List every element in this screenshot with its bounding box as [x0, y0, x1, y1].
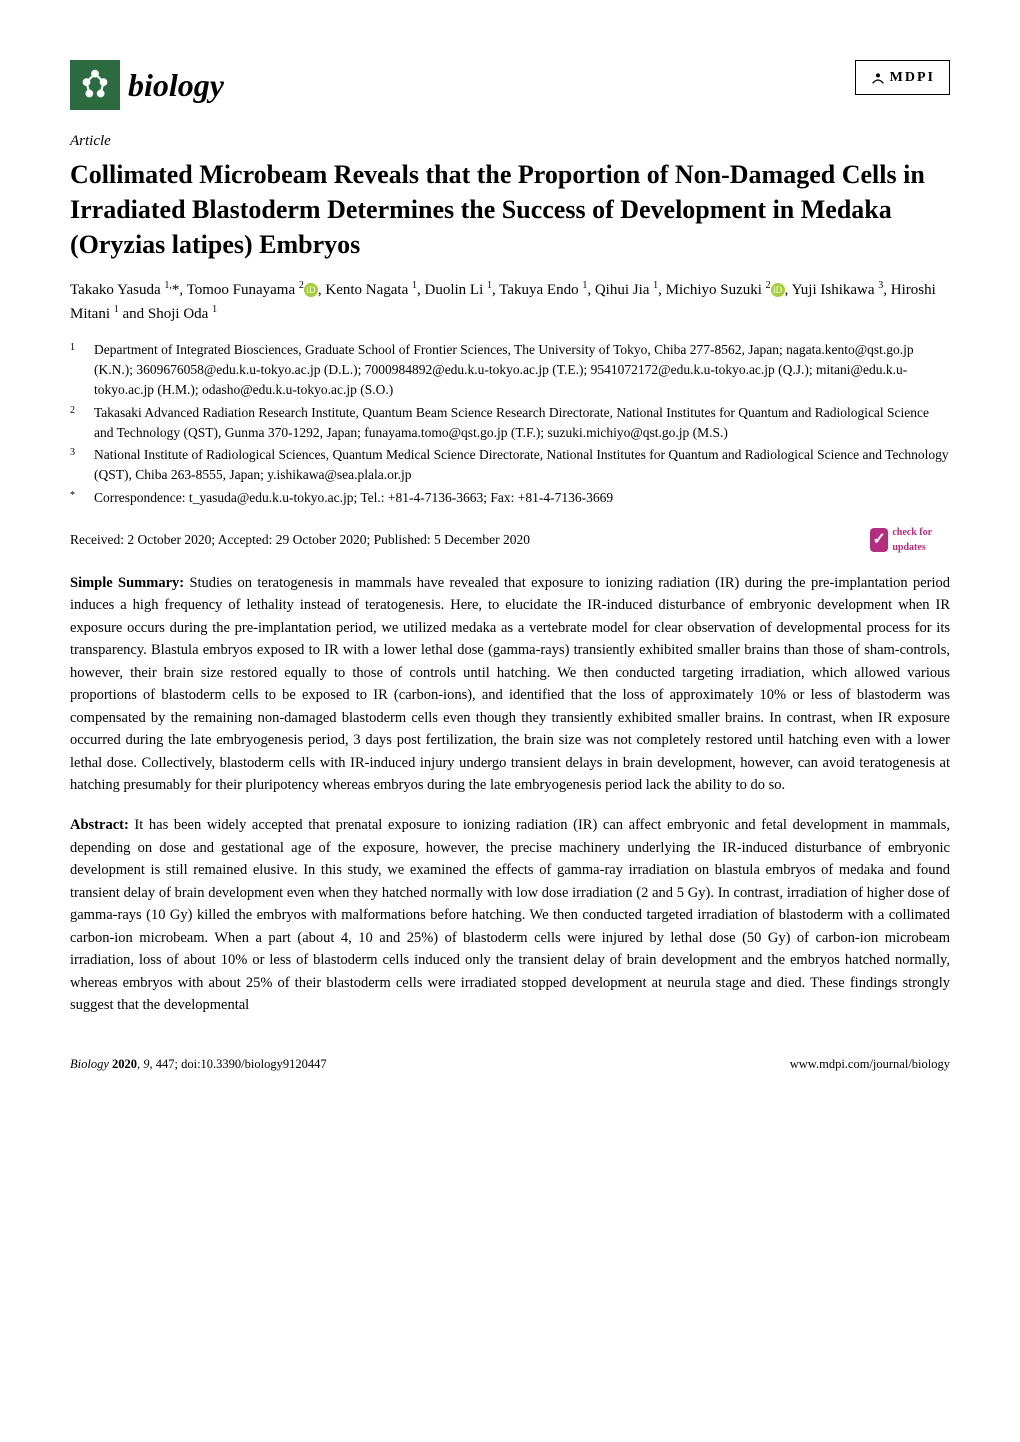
dates-row: Received: 2 October 2020; Accepted: 29 O…: [70, 524, 950, 556]
header-row: biology MDPI: [70, 60, 950, 110]
simple-summary-text: Studies on teratogenesis in mammals have…: [70, 575, 950, 793]
affiliation-item: 3National Institute of Radiological Scie…: [70, 445, 950, 486]
journal-logo: biology: [70, 60, 224, 110]
affiliation-text: Takasaki Advanced Radiation Research Ins…: [94, 403, 950, 444]
affiliation-item: 1Department of Integrated Biosciences, G…: [70, 340, 950, 401]
affiliation-item: 2Takasaki Advanced Radiation Research In…: [70, 403, 950, 444]
affiliation-item: * Correspondence: t_yasuda@edu.k.u-tokyo.…: [70, 488, 950, 508]
footer-citation: Biology 2020, 9, 447; doi:10.3390/biolog…: [70, 1055, 327, 1074]
check-updates-label: check for updates: [892, 525, 950, 555]
abstract-text: It has been widely accepted that prenata…: [70, 817, 950, 1013]
article-type-label: Article: [70, 130, 950, 153]
affiliation-marker: 3: [70, 445, 84, 486]
affiliation-text: Department of Integrated Biosciences, Gr…: [94, 340, 950, 401]
abstract-block: Abstract: It has been widely accepted th…: [70, 814, 950, 1016]
article-dates: Received: 2 October 2020; Accepted: 29 O…: [70, 530, 530, 550]
affiliation-text: National Institute of Radiological Scien…: [94, 445, 950, 486]
affiliation-marker: 1: [70, 340, 84, 401]
check-updates-badge[interactable]: ✓ check for updates: [870, 524, 950, 556]
page-footer: Biology 2020, 9, 447; doi:10.3390/biolog…: [70, 1047, 950, 1074]
affiliation-marker: *: [70, 488, 84, 508]
footer-url[interactable]: www.mdpi.com/journal/biology: [790, 1055, 950, 1074]
affiliation-text: Correspondence: t_yasuda@edu.k.u-tokyo.a…: [94, 488, 950, 508]
simple-summary-label: Simple Summary:: [70, 575, 184, 591]
check-updates-icon: ✓: [870, 528, 888, 552]
abstract-label: Abstract:: [70, 817, 129, 833]
simple-summary-block: Simple Summary: Studies on teratogenesis…: [70, 572, 950, 797]
affiliation-marker: 2: [70, 403, 84, 444]
affiliations-block: 1Department of Integrated Biosciences, G…: [70, 340, 950, 508]
publisher-name: MDPI: [890, 67, 935, 88]
mdpi-logo: MDPI: [855, 60, 950, 95]
authors-line: Takako Yasuda 1,*, Tomoo Funayama 2iD, K…: [70, 278, 950, 326]
article-title: Collimated Microbeam Reveals that the Pr…: [70, 157, 950, 262]
journal-name: biology: [128, 61, 224, 109]
journal-logo-icon: [70, 60, 120, 110]
